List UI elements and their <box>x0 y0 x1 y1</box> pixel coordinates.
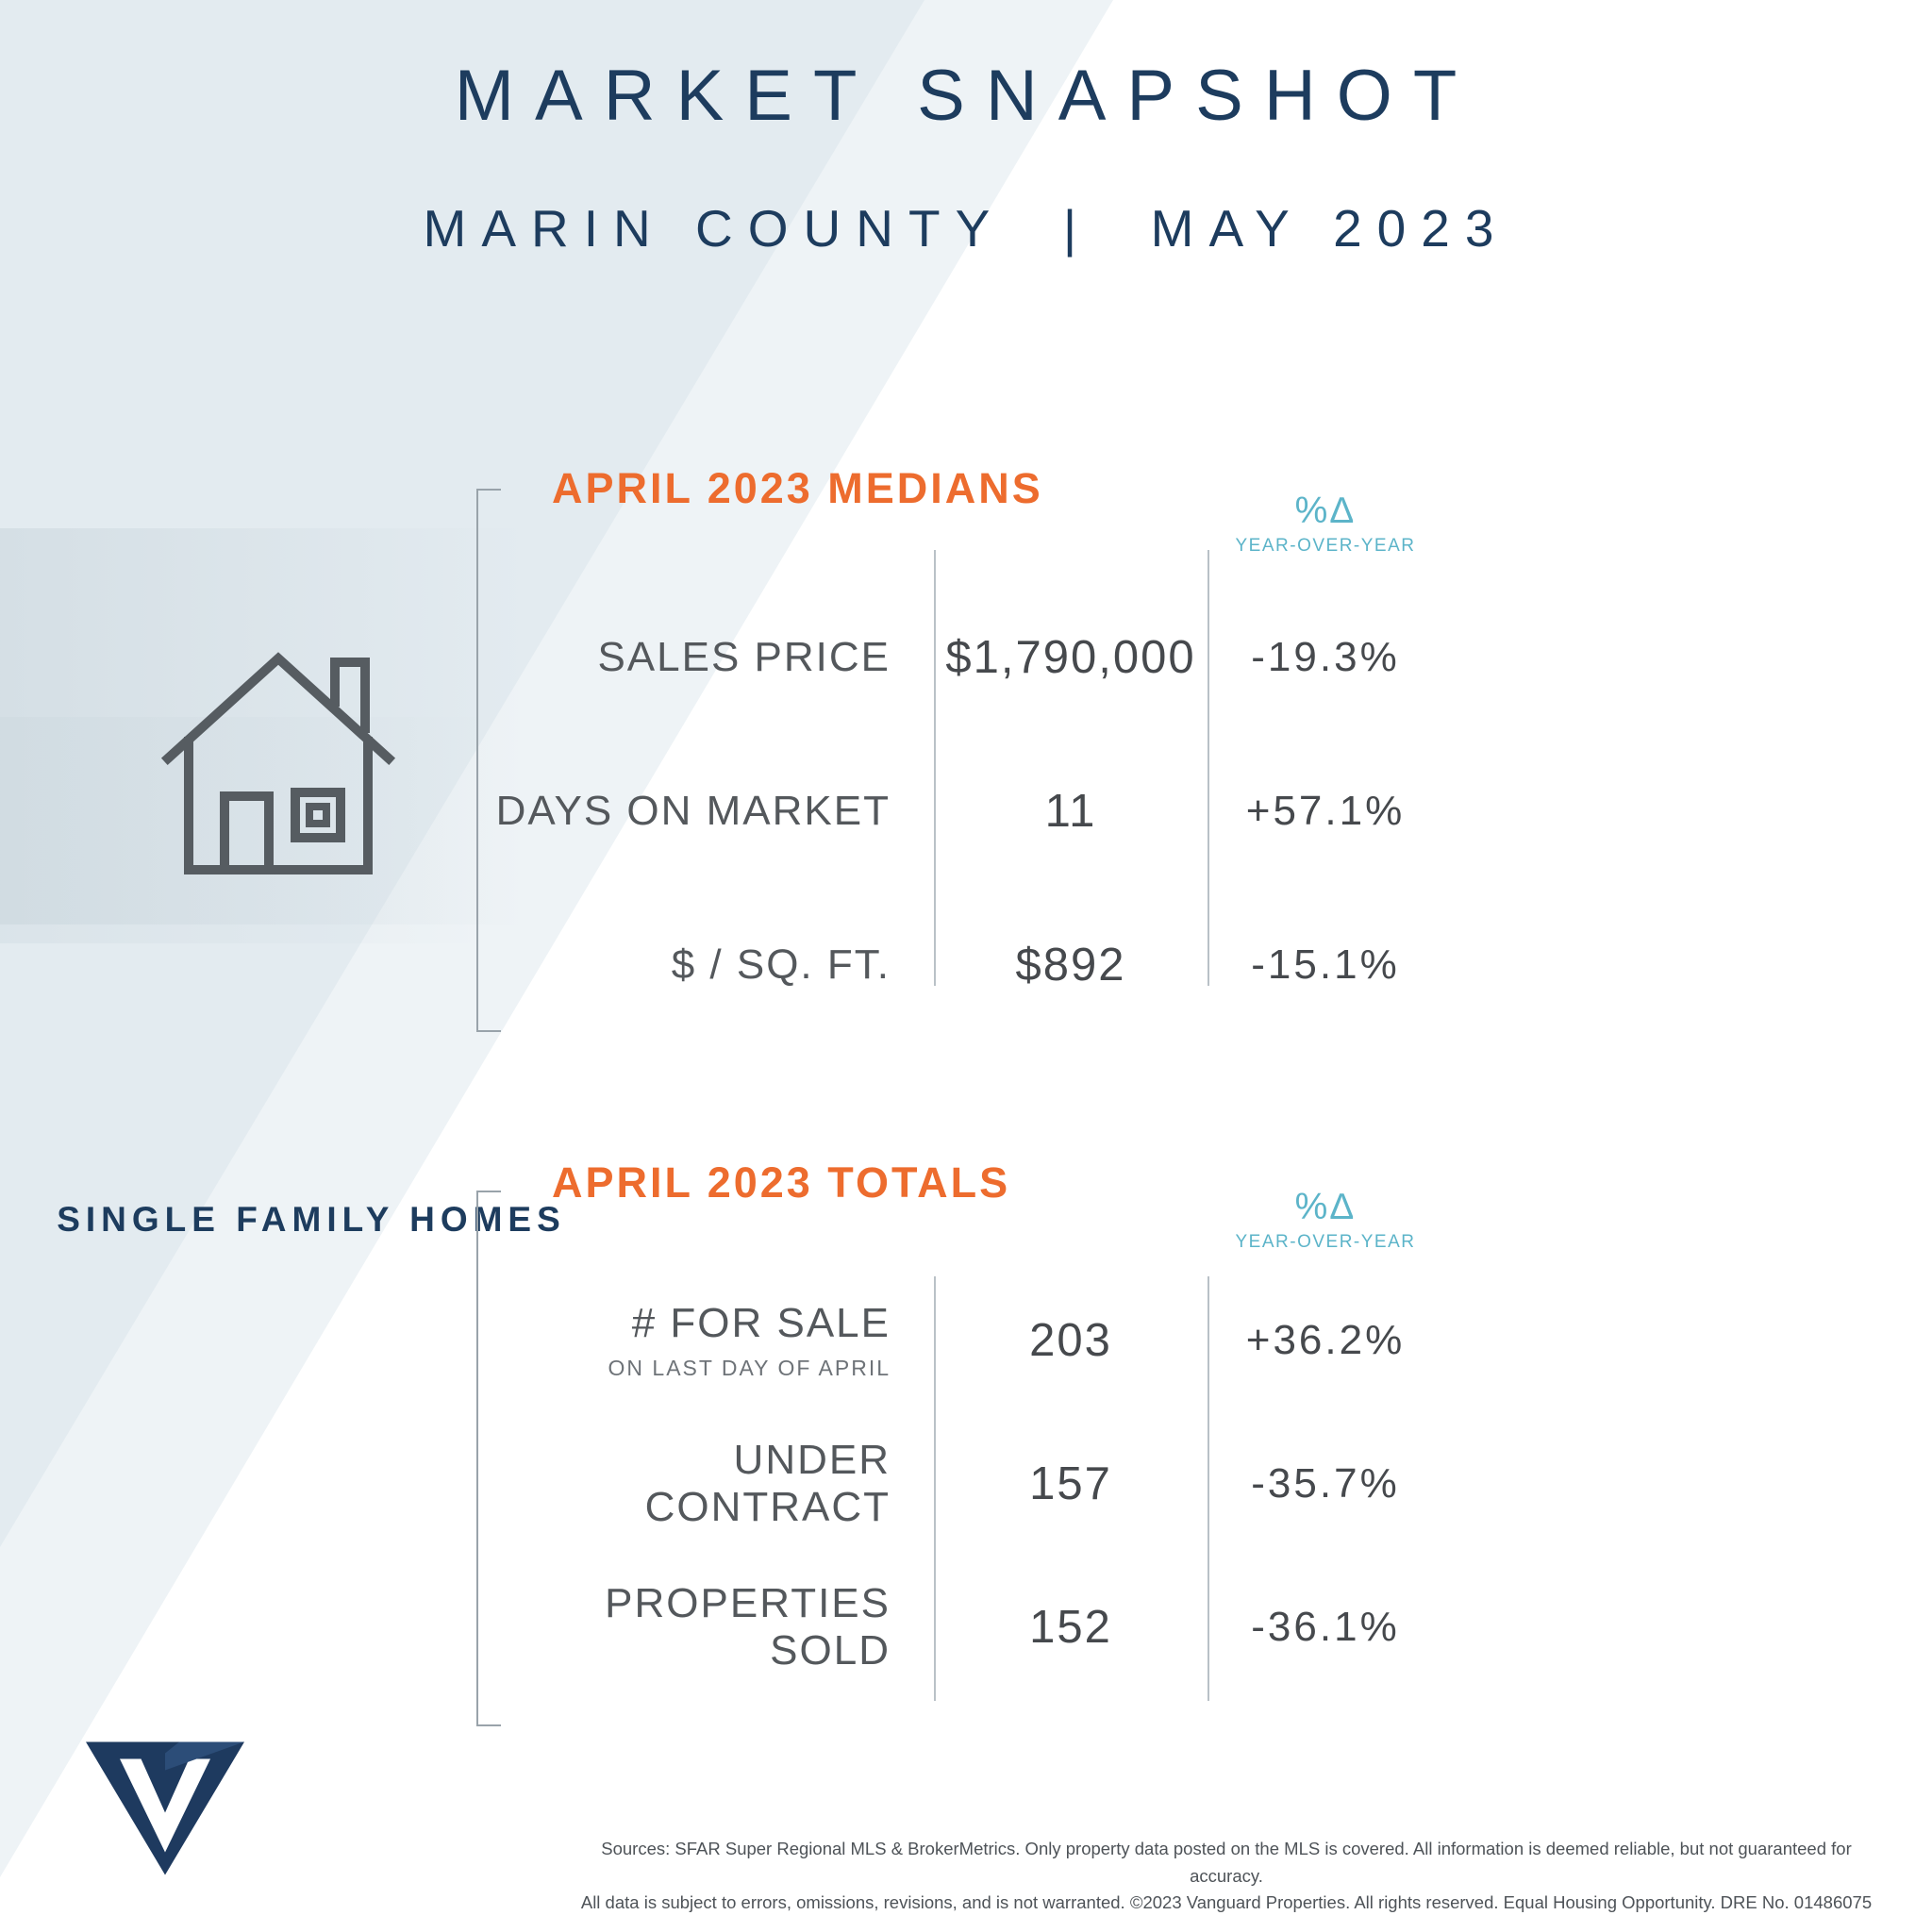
totals-row-change: -35.7% <box>1251 1460 1400 1507</box>
footer-line-1: Sources: SFAR Super Regional MLS & Broke… <box>601 1839 1852 1886</box>
totals-row-change: +36.2% <box>1245 1317 1406 1363</box>
medians-divider-2 <box>1208 550 1209 986</box>
totals-change-caption: YEAR-OVER-YEAR <box>1235 1232 1416 1252</box>
vanguard-properties-logo <box>80 1719 250 1884</box>
totals-row-label: # FOR SALE ON LAST DAY OF APRIL <box>491 1269 934 1412</box>
medians-row-value: $892 <box>1015 939 1126 991</box>
medians-change-symbol: %Δ <box>1294 491 1357 531</box>
medians-row-label: DAYS ON MARKET <box>495 787 891 834</box>
totals-row-value: 157 <box>1029 1458 1112 1509</box>
totals-bracket <box>476 1191 501 1726</box>
totals-table: # FOR SALE ON LAST DAY OF APRIL 203 +36.… <box>491 1269 1443 1701</box>
medians-row-value: $1,790,000 <box>945 631 1196 683</box>
medians-row-change: -15.1% <box>1251 941 1400 988</box>
totals-row-value: 152 <box>1029 1602 1112 1653</box>
totals-row-label-text: # FOR SALE <box>631 1300 891 1346</box>
medians-row-change: -19.3% <box>1251 633 1400 680</box>
house-icon <box>142 634 415 889</box>
footer-disclaimer: Sources: SFAR Super Regional MLS & Broke… <box>566 1836 1887 1917</box>
totals-heading: APRIL 2023 TOTALS <box>552 1158 1011 1207</box>
totals-divider-1 <box>934 1276 936 1701</box>
totals-divider-2 <box>1208 1276 1209 1701</box>
totals-row-label: PROPERTIES SOLD <box>605 1580 891 1674</box>
totals-change-symbol: %Δ <box>1294 1187 1357 1227</box>
page-subtitle: MARIN COUNTY | MAY 2023 <box>423 199 1509 258</box>
medians-heading: APRIL 2023 MEDIANS <box>552 464 1043 512</box>
medians-row-label: SALES PRICE <box>597 633 891 680</box>
totals-row-label: UNDER CONTRACT <box>644 1437 891 1530</box>
medians-bracket <box>476 489 501 1032</box>
medians-change-caption: YEAR-OVER-YEAR <box>1235 536 1416 556</box>
medians-divider-1 <box>934 550 936 986</box>
totals-row-value: 203 <box>1029 1315 1112 1366</box>
medians-row-value: 11 <box>1044 785 1097 837</box>
page-title: MARKET SNAPSHOT <box>454 56 1478 136</box>
medians-table: SALES PRICE $1,790,000 -19.3% DAYS ON MA… <box>491 550 1443 1041</box>
category-label: SINGLE FAMILY HOMES <box>57 1200 566 1239</box>
medians-change-header: %Δ YEAR-OVER-YEAR <box>1208 491 1443 557</box>
footer-line-2: All data is subject to errors, omissions… <box>580 1892 1873 1913</box>
totals-change-header: %Δ YEAR-OVER-YEAR <box>1208 1187 1443 1253</box>
totals-row-change: -36.1% <box>1251 1604 1400 1650</box>
totals-row-sublabel: ON LAST DAY OF APRIL <box>608 1356 891 1380</box>
medians-row-change: +57.1% <box>1245 787 1406 834</box>
medians-row-label: $ / SQ. FT. <box>671 941 891 988</box>
